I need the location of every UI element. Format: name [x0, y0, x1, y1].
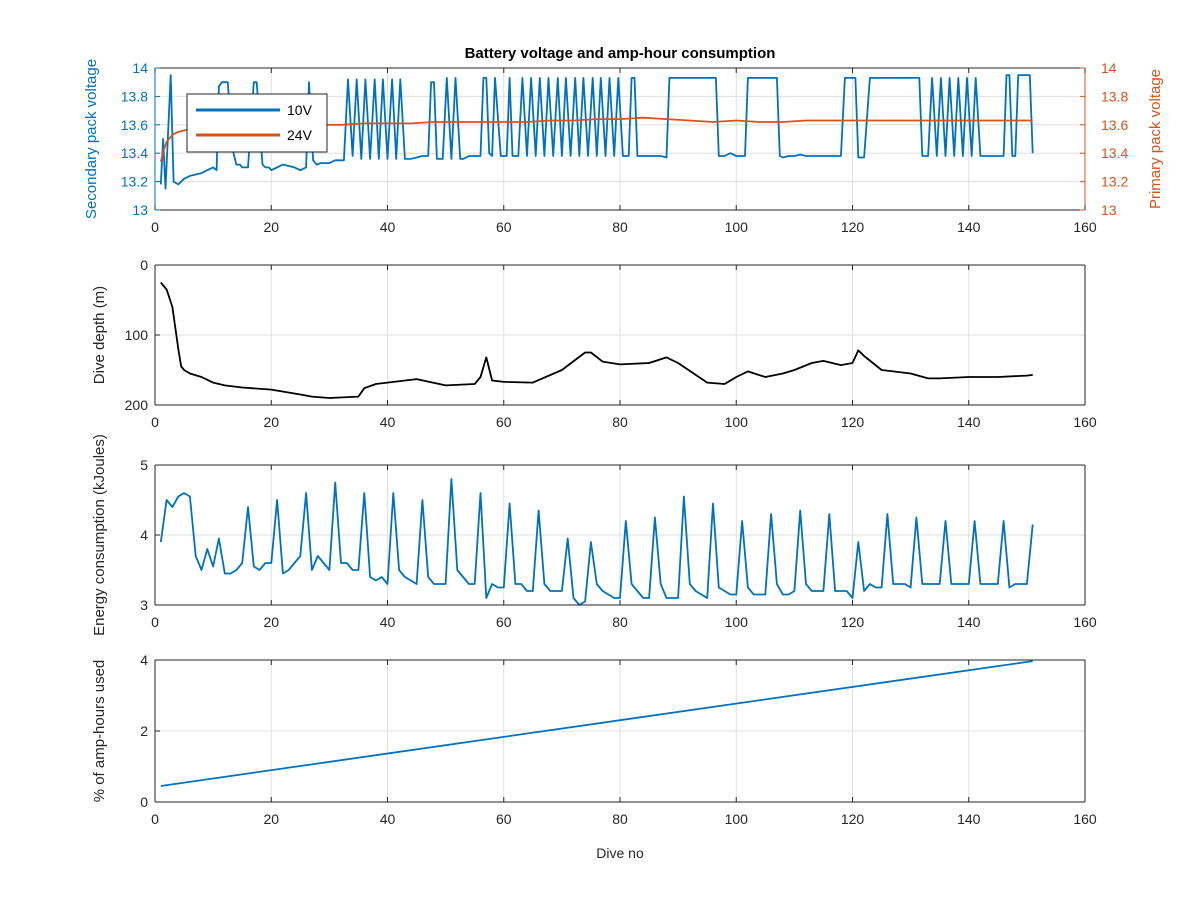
x-tick-label: 60: [496, 811, 512, 827]
y-tick-label: 13: [132, 202, 148, 218]
legend-box: [186, 93, 328, 153]
y-tick-label: 13.2: [121, 174, 148, 190]
x-tick-label: 120: [841, 219, 865, 235]
panel-1: 0 20 40 60 80 100 120 140 1601313.213.413.613.81…: [83, 59, 1164, 235]
chart-title: Battery voltage and amp-hour consumption: [465, 45, 776, 62]
x-tick-label: 0: [151, 219, 159, 235]
x-tick-label: 160: [1073, 219, 1097, 235]
x-tick-label: 140: [957, 811, 981, 827]
y-tick-label: 3: [140, 597, 148, 613]
y-tick-label: 5: [140, 457, 148, 473]
x-tick-label: 40: [380, 614, 396, 630]
x-tick-label: 160: [1073, 414, 1097, 430]
panel-3: 0 20 40 60 80 100 120 140 160 3 4 5 Energy consumpti…: [91, 434, 1097, 636]
y-tick-label-right: 13.6: [1101, 117, 1128, 133]
x-tick-label: 0: [151, 811, 159, 827]
y-tick-label: 200: [125, 397, 149, 413]
x-tick-label: 120: [841, 414, 865, 430]
x-tick-label: 120: [841, 614, 865, 630]
y-tick-label-right: 13: [1101, 202, 1117, 218]
y-tick-label-right: 14: [1101, 60, 1117, 76]
x-tick-label: 20: [263, 414, 279, 430]
y-tick-label: 2: [140, 723, 148, 739]
x-tick-label: 140: [957, 414, 981, 430]
y-axis-label: Energy consumption (kJoules): [91, 434, 108, 636]
x-tick-label: 80: [612, 414, 628, 430]
x-tick-label: 60: [496, 614, 512, 630]
y-axis-label: Secondary pack voltage: [83, 59, 100, 219]
y-tick-label-right: 13.4: [1101, 145, 1128, 161]
y-tick-label: 0: [140, 794, 148, 810]
x-tick-label: 20: [263, 811, 279, 827]
x-tick-label: 20: [263, 614, 279, 630]
x-tick-label: 140: [957, 219, 981, 235]
panel-4: 0 20 40 60 80 100 120 140 160 0 2 4 % of amp-hours u…: [91, 652, 1097, 827]
x-tick-label: 120: [841, 811, 865, 827]
y-tick-label: 14: [132, 60, 148, 76]
x-tick-label: 80: [612, 614, 628, 630]
y-axis-label-right: Primary pack voltage: [1147, 69, 1164, 209]
x-tick-label: 100: [725, 811, 749, 827]
x-tick-label: 60: [496, 414, 512, 430]
panel-2: 0 20 40 60 80 100 120 140 160 0 100 200 Dive depth (…: [91, 257, 1097, 430]
x-tick-label: 0: [151, 614, 159, 630]
x-tick-label: 60: [496, 219, 512, 235]
x-tick-label: 80: [612, 219, 628, 235]
y-axis-label: % of amp-hours used: [91, 660, 108, 803]
x-tick-label: 40: [380, 219, 396, 235]
x-tick-label: 0: [151, 414, 159, 430]
x-tick-label: 140: [957, 614, 981, 630]
x-tick-label: 20: [263, 219, 279, 235]
y-tick-label: 4: [140, 527, 148, 543]
y-tick-label: 13.8: [121, 88, 148, 104]
legend: 10V 24V: [186, 93, 328, 153]
x-tick-label: 40: [380, 811, 396, 827]
series-line-panel3-1: [159, 478, 1034, 606]
x-tick-label: 100: [725, 414, 749, 430]
y-tick-label: 4: [140, 652, 148, 668]
y-tick-label: 100: [125, 327, 149, 343]
x-tick-label: 100: [725, 219, 749, 235]
y-tick-label: 13.4: [121, 145, 148, 161]
legend-label-24v: 24V: [287, 127, 313, 143]
y-tick-label: 0: [140, 257, 148, 273]
y-tick-label-right: 13.2: [1101, 174, 1128, 190]
x-tick-label: 160: [1073, 811, 1097, 827]
y-tick-label: 13.6: [121, 117, 148, 133]
x-tick-label: 40: [380, 414, 396, 430]
x-tick-label: 100: [725, 614, 749, 630]
y-axis-label: Dive depth (m): [91, 286, 108, 384]
x-tick-label: 160: [1073, 614, 1097, 630]
x-axis-label: Dive no: [596, 845, 644, 861]
y-tick-label-right: 13.8: [1101, 88, 1128, 104]
x-tick-label: 80: [612, 811, 628, 827]
legend-label-10v: 10V: [287, 102, 313, 118]
series-line-panel2-1: [160, 281, 1033, 399]
series-line-panel4-1: [160, 660, 1033, 787]
